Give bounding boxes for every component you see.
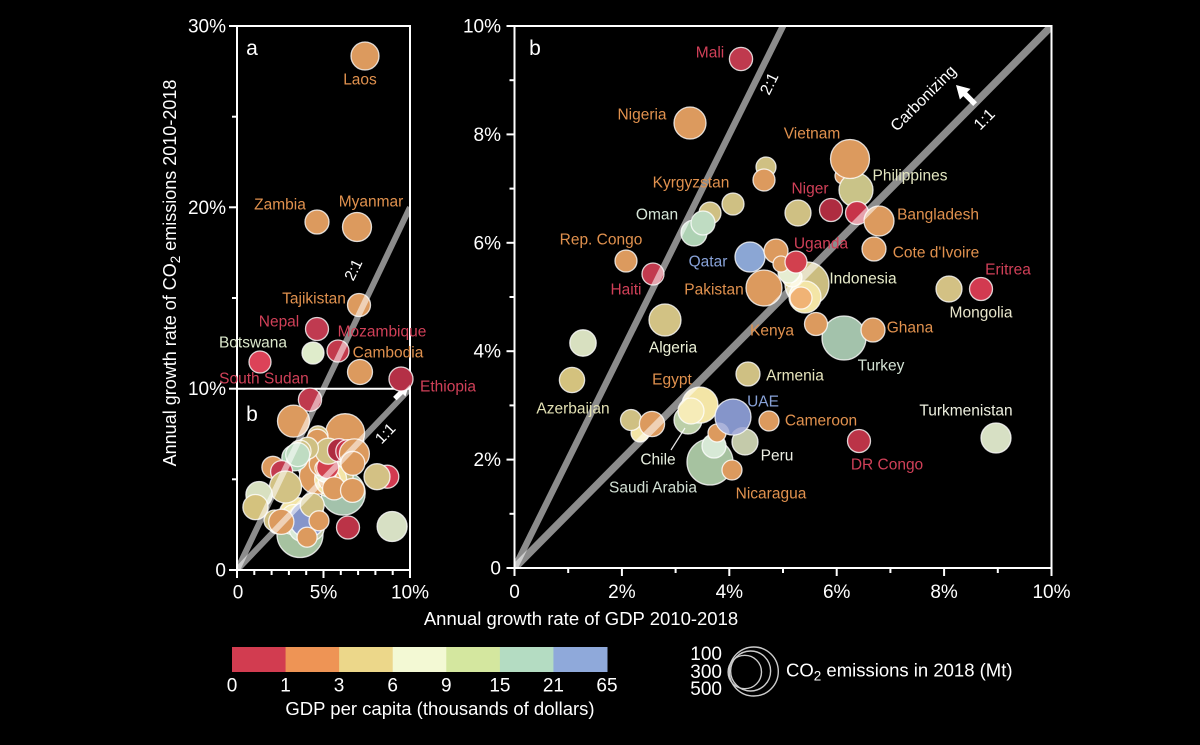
svg-text:Bangladesh: Bangladesh xyxy=(897,207,979,224)
svg-text:Zambia: Zambia xyxy=(254,197,306,214)
svg-text:Mozambique: Mozambique xyxy=(338,324,427,341)
svg-text:21: 21 xyxy=(543,676,564,697)
svg-text:Ethiopia: Ethiopia xyxy=(420,379,476,396)
svg-text:6%: 6% xyxy=(474,233,502,254)
svg-text:5%: 5% xyxy=(310,583,338,604)
svg-text:2%: 2% xyxy=(608,582,636,603)
svg-text:6%: 6% xyxy=(823,582,851,603)
svg-text:Botswana: Botswana xyxy=(219,335,287,352)
svg-text:Ghana: Ghana xyxy=(887,320,934,337)
svg-text:Saudi Arabia: Saudi Arabia xyxy=(609,480,697,497)
svg-text:Annual growth rate of CO2 emis: Annual growth rate of CO2 emissions 2010… xyxy=(160,80,183,467)
svg-text:Cambodia: Cambodia xyxy=(353,345,424,362)
svg-text:b: b xyxy=(246,403,258,426)
svg-text:10%: 10% xyxy=(1032,582,1070,603)
svg-text:GDP per capita (thousands of d: GDP per capita (thousands of dollars) xyxy=(285,698,594,719)
svg-text:Kenya: Kenya xyxy=(750,323,794,340)
svg-text:Armenia: Armenia xyxy=(766,368,824,385)
svg-text:2%: 2% xyxy=(474,450,502,471)
svg-text:4%: 4% xyxy=(716,582,744,603)
svg-text:0: 0 xyxy=(233,583,244,604)
svg-text:0: 0 xyxy=(490,559,501,580)
svg-text:Nepal: Nepal xyxy=(259,314,300,331)
svg-text:Oman: Oman xyxy=(636,207,678,224)
svg-text:9: 9 xyxy=(441,676,452,697)
svg-text:0: 0 xyxy=(227,676,238,697)
svg-text:Nicaragua: Nicaragua xyxy=(736,486,807,503)
svg-text:Haiti: Haiti xyxy=(610,282,641,299)
svg-text:Rep. Congo: Rep. Congo xyxy=(560,232,643,249)
svg-text:Turkmenistan: Turkmenistan xyxy=(919,403,1012,420)
svg-text:b: b xyxy=(529,37,541,60)
svg-text:CO2 emissions in 2018 (Mt): CO2 emissions in 2018 (Mt) xyxy=(786,660,1013,684)
svg-text:Vietnam: Vietnam xyxy=(784,126,841,143)
svg-text:15: 15 xyxy=(489,676,510,697)
svg-text:Kyrgyzstan: Kyrgyzstan xyxy=(653,175,730,192)
svg-text:3: 3 xyxy=(334,676,345,697)
svg-text:South Sudan: South Sudan xyxy=(219,371,309,388)
svg-text:30%: 30% xyxy=(188,17,226,38)
svg-text:1: 1 xyxy=(280,676,291,697)
svg-text:Eritrea: Eritrea xyxy=(985,262,1031,279)
svg-text:Pakistan: Pakistan xyxy=(684,282,743,299)
svg-text:6: 6 xyxy=(387,676,398,697)
svg-text:10%: 10% xyxy=(463,17,501,38)
svg-text:a: a xyxy=(246,37,258,60)
svg-text:DR Congo: DR Congo xyxy=(851,457,923,474)
svg-text:4%: 4% xyxy=(474,342,502,363)
svg-text:Laos: Laos xyxy=(343,72,377,89)
svg-text:10%: 10% xyxy=(188,379,226,400)
svg-text:300: 300 xyxy=(690,662,722,683)
svg-text:Turkey: Turkey xyxy=(858,358,905,375)
svg-text:Mongolia: Mongolia xyxy=(950,305,1013,322)
svg-text:0: 0 xyxy=(215,561,226,582)
svg-text:8%: 8% xyxy=(930,582,958,603)
svg-text:Algeria: Algeria xyxy=(649,340,698,357)
svg-text:20%: 20% xyxy=(188,198,226,219)
svg-text:Annual growth rate of GDP 2010: Annual growth rate of GDP 2010-2018 xyxy=(424,608,738,629)
svg-text:Chile: Chile xyxy=(640,452,675,469)
svg-text:Cameroon: Cameroon xyxy=(785,413,857,430)
svg-text:Qatar: Qatar xyxy=(689,254,728,271)
svg-text:10%: 10% xyxy=(391,583,429,604)
svg-text:Azerbaijan: Azerbaijan xyxy=(536,401,609,418)
svg-text:500: 500 xyxy=(690,679,722,700)
svg-text:Nigeria: Nigeria xyxy=(617,107,666,124)
svg-text:UAE: UAE xyxy=(747,394,779,411)
svg-text:65: 65 xyxy=(596,676,617,697)
svg-text:Egypt: Egypt xyxy=(652,372,692,389)
svg-text:Tajikistan: Tajikistan xyxy=(282,291,346,308)
svg-text:100: 100 xyxy=(690,644,722,665)
svg-text:8%: 8% xyxy=(474,125,502,146)
svg-text:Uganda: Uganda xyxy=(794,236,849,253)
svg-text:Niger: Niger xyxy=(791,181,828,198)
svg-text:Mali: Mali xyxy=(696,45,724,62)
svg-text:Cote d'Ivoire: Cote d'Ivoire xyxy=(893,245,980,262)
svg-text:Myanmar: Myanmar xyxy=(339,194,404,211)
svg-text:Peru: Peru xyxy=(761,448,794,465)
svg-text:0: 0 xyxy=(509,582,520,603)
svg-text:Indonesia: Indonesia xyxy=(829,271,897,288)
svg-text:Philippines: Philippines xyxy=(873,168,948,185)
